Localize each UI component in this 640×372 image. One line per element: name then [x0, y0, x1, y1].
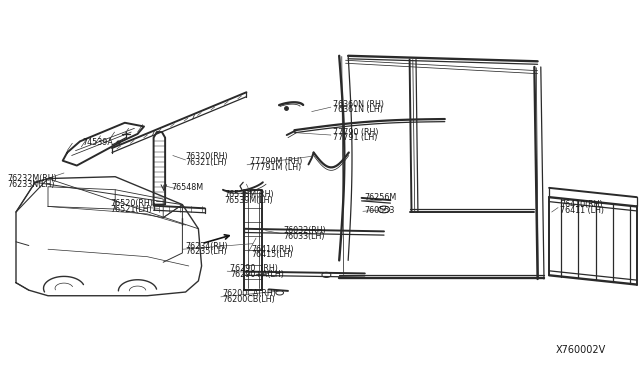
Text: 76360N (RH): 76360N (RH): [333, 100, 384, 109]
Text: 76320(RH): 76320(RH): [186, 153, 228, 161]
Text: 77791M (LH): 77791M (LH): [250, 163, 301, 172]
Text: 76415(LH): 76415(LH): [251, 250, 292, 259]
Text: 76032(RH): 76032(RH): [284, 226, 326, 235]
Text: 76410(RH): 76410(RH): [560, 200, 603, 209]
Text: 76233N(LH): 76233N(LH): [8, 180, 55, 189]
Text: 76200CA(RH): 76200CA(RH): [223, 289, 276, 298]
Text: 77790 (RH): 77790 (RH): [333, 128, 378, 137]
Text: 76411 (LH): 76411 (LH): [560, 206, 604, 215]
Text: 76538M(RH): 76538M(RH): [224, 190, 274, 199]
Text: 77791 (LH): 77791 (LH): [333, 133, 377, 142]
Text: 76290+A(LH): 76290+A(LH): [230, 270, 284, 279]
Text: 76235(LH): 76235(LH): [186, 247, 227, 256]
Text: 74539A: 74539A: [82, 138, 113, 147]
Text: 76520(RH): 76520(RH): [110, 199, 153, 208]
Text: 760553: 760553: [365, 206, 395, 215]
Text: 76200CB(LH): 76200CB(LH): [223, 295, 275, 304]
Text: 77790M (RH): 77790M (RH): [250, 157, 302, 166]
Text: 76033(LH): 76033(LH): [284, 232, 325, 241]
Text: 76256M: 76256M: [365, 193, 397, 202]
Text: 76290  (RH): 76290 (RH): [230, 264, 278, 273]
Text: X760002V: X760002V: [556, 346, 606, 355]
Text: 76548M: 76548M: [172, 183, 204, 192]
Text: 76321(LH): 76321(LH): [186, 158, 227, 167]
Text: 76361N (LH): 76361N (LH): [333, 105, 383, 114]
Text: 76234(RH): 76234(RH): [186, 242, 228, 251]
Text: 76232M(RH): 76232M(RH): [8, 174, 58, 183]
Text: 76414(RH): 76414(RH): [251, 245, 294, 254]
Text: 76521(LH): 76521(LH): [110, 205, 152, 214]
Text: 76539M(LH): 76539M(LH): [224, 196, 273, 205]
